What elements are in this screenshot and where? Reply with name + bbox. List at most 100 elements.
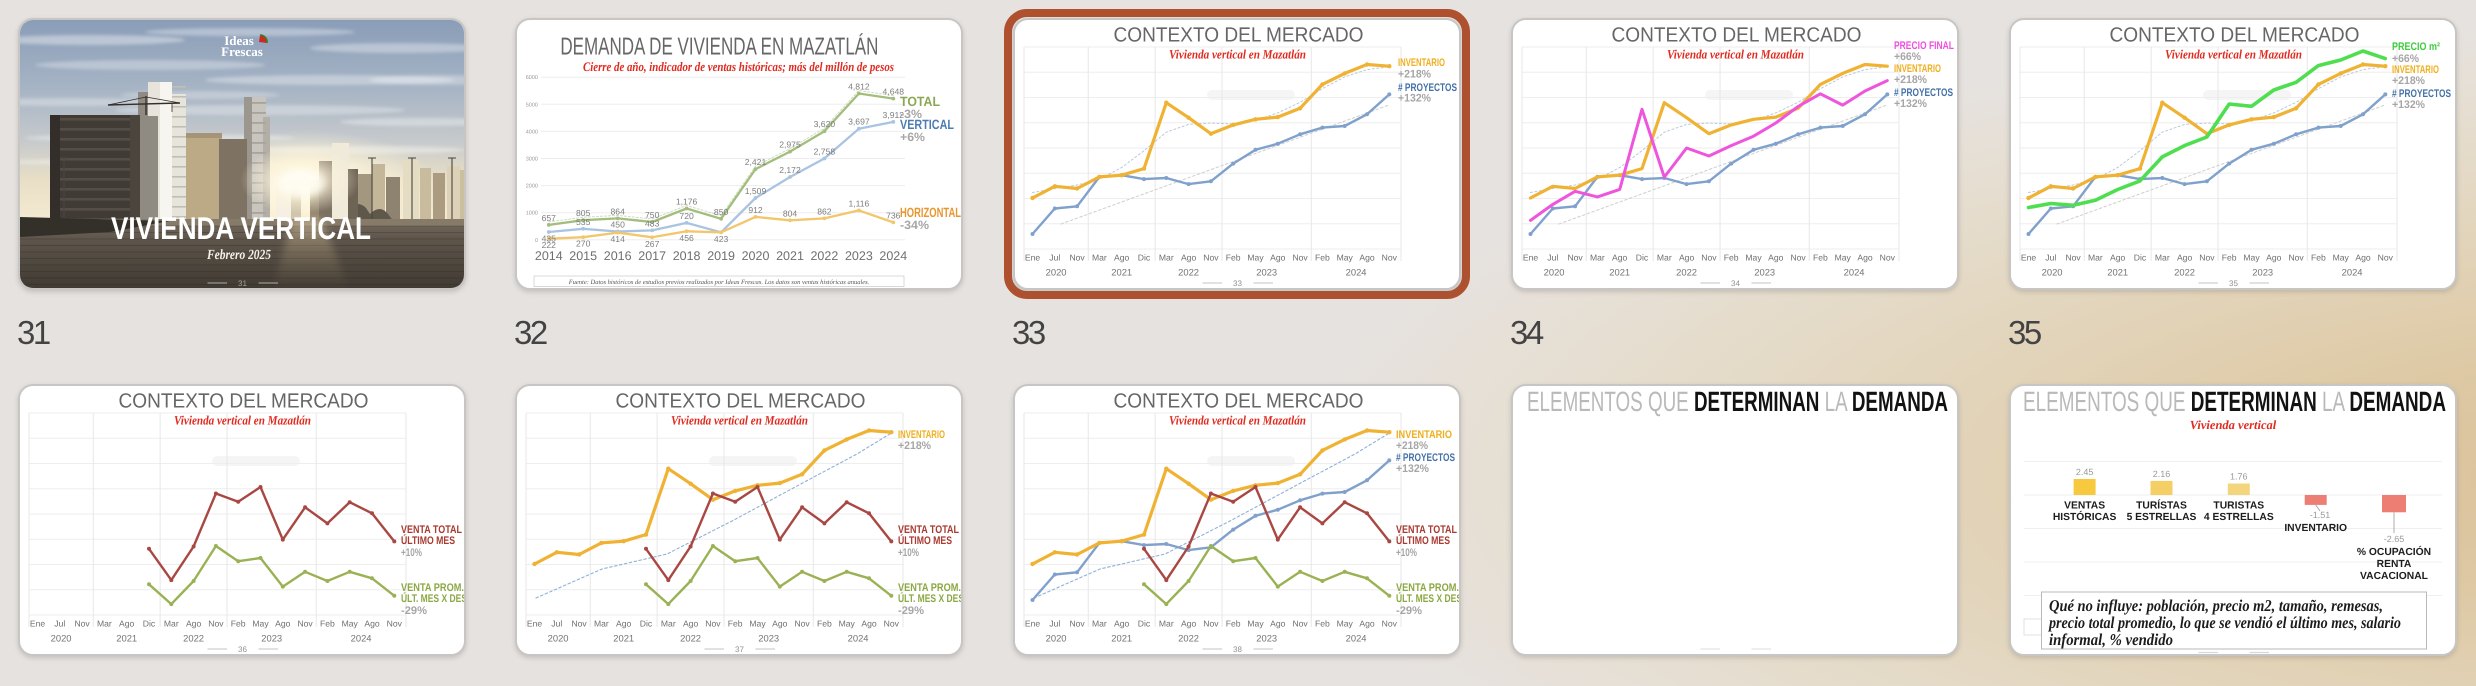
svg-text:2022: 2022 — [1178, 633, 1199, 644]
svg-text:VACACIONAL: VACACIONAL — [2360, 571, 2428, 582]
svg-text:2022: 2022 — [1178, 267, 1199, 278]
svg-text:INVENTARIO: INVENTARIO — [1894, 63, 1941, 75]
svg-text:+132%: +132% — [1396, 463, 1429, 475]
svg-text:+218%: +218% — [898, 440, 931, 452]
svg-text:456: 456 — [679, 233, 694, 243]
svg-text:2,172: 2,172 — [779, 165, 801, 175]
svg-text:Dic: Dic — [1138, 253, 1151, 263]
svg-text:TURÍSTAS: TURÍSTAS — [2136, 499, 2187, 512]
svg-text:VENTA TOTAL: VENTA TOTAL — [401, 524, 462, 536]
svg-text:Nov: Nov — [2199, 253, 2215, 263]
svg-text:RENTA: RENTA — [2377, 559, 2412, 570]
svg-text:-3%: -3% — [900, 107, 922, 121]
svg-text:Dic: Dic — [640, 619, 653, 629]
svg-text:May: May — [252, 619, 269, 629]
svg-text:31: 31 — [238, 279, 247, 288]
svg-text:Ago: Ago — [1612, 253, 1628, 263]
svg-text:ÚLTIMO MES: ÚLTIMO MES — [898, 534, 952, 547]
svg-text:Jul: Jul — [1049, 253, 1060, 263]
svg-text:Feb: Feb — [817, 619, 832, 629]
svg-text:2014: 2014 — [535, 249, 563, 263]
svg-text:CONTEXTO DEL MERCADO: CONTEXTO DEL MERCADO — [119, 390, 369, 413]
svg-text:Nov: Nov — [1069, 253, 1085, 263]
svg-text:Dic: Dic — [1636, 253, 1649, 263]
svg-text:2022: 2022 — [1676, 267, 1697, 278]
svg-text:Ago: Ago — [364, 619, 380, 629]
svg-text:2023: 2023 — [2252, 267, 2273, 278]
svg-text:Mar: Mar — [2155, 253, 2170, 263]
svg-text:Ideas: Ideas — [224, 33, 254, 48]
svg-text:Feb: Feb — [2311, 253, 2326, 263]
svg-text:657: 657 — [542, 213, 557, 223]
svg-text:Nov: Nov — [571, 619, 587, 629]
svg-text:Nov: Nov — [1382, 619, 1398, 629]
svg-text:2024: 2024 — [848, 633, 869, 644]
svg-text:May: May — [2333, 253, 2350, 263]
svg-text:750: 750 — [645, 210, 660, 220]
svg-text:VENTA TOTAL: VENTA TOTAL — [1396, 524, 1457, 536]
svg-text:INVENTARIO: INVENTARIO — [2392, 64, 2439, 76]
svg-text:CONTEXTO DEL MERCADO: CONTEXTO DEL MERCADO — [616, 390, 866, 413]
svg-text:Ene: Ene — [30, 619, 46, 629]
svg-text:Nov: Nov — [1292, 619, 1308, 629]
svg-text:INVENTARIO: INVENTARIO — [1398, 57, 1445, 69]
svg-text:4 ESTRELLAS: 4 ESTRELLAS — [2204, 512, 2274, 523]
svg-text:+132%: +132% — [1894, 98, 1927, 110]
svg-text:Dic: Dic — [143, 619, 156, 629]
svg-text:Feb: Feb — [231, 619, 246, 629]
svg-text:Nov: Nov — [297, 619, 313, 629]
svg-text:2016: 2016 — [604, 249, 632, 263]
svg-text:5 ESTRELLAS: 5 ESTRELLAS — [2127, 512, 2197, 523]
svg-text:VENTA PROM.: VENTA PROM. — [1396, 582, 1459, 594]
svg-text:Jul: Jul — [551, 619, 562, 629]
svg-text:ELEMENTOS QUE DETERMINAN LA DE: ELEMENTOS QUE DETERMINAN LA DEMANDA — [1527, 386, 1948, 417]
svg-text:Nov: Nov — [387, 619, 403, 629]
svg-text:# PROYECTOS: # PROYECTOS — [1894, 87, 1953, 99]
svg-text:1000: 1000 — [526, 211, 538, 217]
svg-text:HORIZONTAL: HORIZONTAL — [900, 205, 961, 220]
svg-text:Mar: Mar — [594, 619, 609, 629]
svg-text:38: 38 — [1233, 645, 1242, 654]
svg-text:Nov: Nov — [1790, 253, 1806, 263]
svg-text:2020: 2020 — [1046, 633, 1067, 644]
svg-text:Ago: Ago — [1359, 619, 1375, 629]
svg-text:CONTEXTO DEL MERCADO: CONTEXTO DEL MERCADO — [1114, 390, 1364, 413]
svg-text:Ago: Ago — [1114, 253, 1130, 263]
svg-text:Ago: Ago — [2110, 253, 2126, 263]
svg-text:2021: 2021 — [2107, 267, 2128, 278]
svg-text:Ago: Ago — [616, 619, 632, 629]
svg-text:2,975: 2,975 — [779, 140, 801, 150]
svg-text:Dic: Dic — [1138, 619, 1151, 629]
svg-text:Ago: Ago — [1181, 619, 1197, 629]
svg-text:Ene: Ene — [1523, 253, 1539, 263]
svg-text:ÚLT. MES X DES: ÚLT. MES X DES — [898, 592, 961, 605]
svg-text:2015: 2015 — [569, 249, 597, 263]
svg-text:483: 483 — [645, 218, 660, 228]
svg-text:Ago: Ago — [119, 619, 135, 629]
svg-text:35: 35 — [2229, 279, 2238, 288]
svg-text:+132%: +132% — [2392, 99, 2425, 111]
svg-text:-29%: -29% — [1396, 605, 1422, 617]
svg-text:Nov: Nov — [208, 619, 224, 629]
svg-text:414: 414 — [611, 234, 626, 244]
svg-text:+66%: +66% — [1894, 51, 1921, 63]
svg-text:912: 912 — [748, 205, 763, 215]
svg-text:Nov: Nov — [1292, 253, 1308, 263]
svg-text:Ago: Ago — [275, 619, 291, 629]
svg-text:Ago: Ago — [1181, 253, 1197, 263]
svg-text:Nov: Nov — [1567, 253, 1583, 263]
svg-text:ÚLT. MES X DES: ÚLT. MES X DES — [401, 592, 464, 605]
svg-text:PRECIO m²: PRECIO m² — [2392, 41, 2440, 53]
svg-text:May: May — [1247, 253, 1264, 263]
svg-text:May: May — [1337, 619, 1354, 629]
svg-text:862: 862 — [817, 206, 832, 216]
svg-text:4,648: 4,648 — [883, 87, 905, 97]
svg-text:Mar: Mar — [1590, 253, 1605, 263]
svg-text:450: 450 — [611, 220, 626, 230]
svg-text:+66%: +66% — [2392, 53, 2419, 65]
svg-text:4,812: 4,812 — [848, 82, 870, 92]
svg-text:Ago: Ago — [1359, 253, 1375, 263]
svg-text:2021: 2021 — [613, 633, 634, 644]
svg-text:2020: 2020 — [548, 633, 569, 644]
svg-text:Qué no influye: población, pre: Qué no influye: población, precio m2, ta… — [2049, 596, 2383, 615]
